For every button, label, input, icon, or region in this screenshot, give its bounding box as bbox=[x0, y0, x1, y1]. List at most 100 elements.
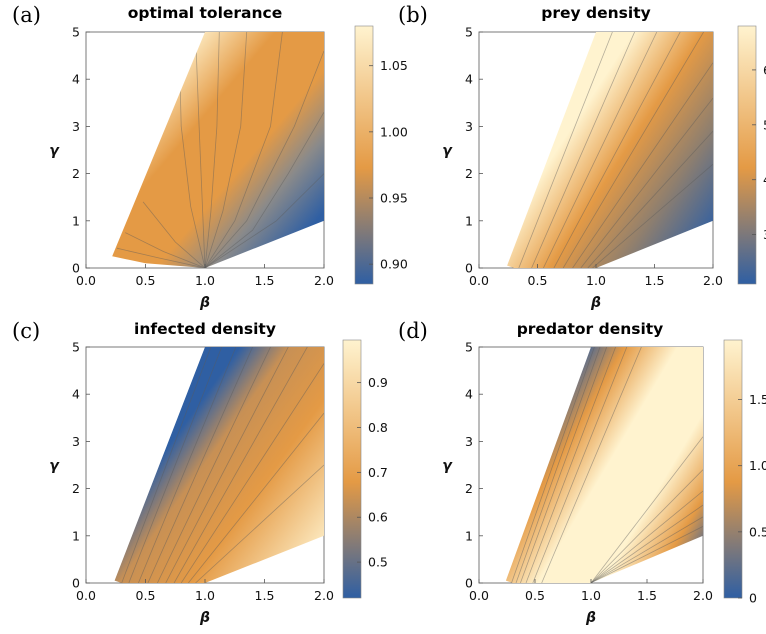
contour-line bbox=[590, 516, 703, 583]
x-tick-label: 1.5 bbox=[637, 588, 657, 603]
contour-line bbox=[511, 347, 595, 583]
x-tick-label: 1.0 bbox=[586, 273, 606, 288]
colorbar-scale bbox=[723, 339, 743, 599]
axes: 0.0 0.5 1.0 1.5 2.0 0 1 2 3 4 5 β γ bbox=[442, 25, 723, 312]
panel-d: (d) predator density 0.0 0.5 1.0 1.5 2.0 0 1 2 3 4 5… bbox=[398, 319, 766, 626]
contour-line bbox=[590, 490, 703, 583]
panel-b: (b)prey density0.00.51.01.52.0012345βγ34… bbox=[398, 3, 766, 311]
y-axis-label: γ bbox=[49, 458, 60, 474]
colorbar-tick-label: 1.5 bbox=[749, 392, 766, 407]
x-axis-label: β bbox=[199, 295, 210, 311]
colorbar: 0.90 0.95 1.00 1.05 bbox=[354, 25, 408, 285]
y-tick-label: 1 bbox=[465, 528, 473, 543]
y-tick-label: 1 bbox=[72, 528, 80, 543]
y-axis-label: γ bbox=[49, 143, 60, 159]
x-axis-label: β bbox=[585, 610, 596, 626]
axes: 0.0 0.5 1.0 1.5 2.0 0 1 2 3 4 5 β γ bbox=[49, 340, 334, 627]
contour-line bbox=[204, 111, 324, 268]
density-region bbox=[505, 347, 703, 583]
panel-c: (c) infected density 0.0 0.5 1.0 1.5 2.0 0 1 2 3 4 5… bbox=[12, 319, 388, 626]
colorbar: 3 4 5 6 bbox=[737, 25, 766, 285]
y-tick-label: 5 bbox=[72, 340, 80, 355]
x-tick-label: 1.5 bbox=[255, 588, 275, 603]
y-tick-label: 3 bbox=[465, 434, 473, 449]
contour-line bbox=[204, 32, 283, 268]
x-axis-label: β bbox=[590, 295, 601, 311]
contour-lines bbox=[121, 347, 324, 583]
contour-line bbox=[553, 32, 681, 268]
contour-line bbox=[562, 32, 704, 268]
contour-line bbox=[116, 247, 206, 268]
y-axis-label: γ bbox=[442, 143, 453, 159]
colorbar-tick-label: 0.9 bbox=[368, 375, 388, 390]
colorbar-tick-label: 0.95 bbox=[380, 191, 408, 206]
contour-lines bbox=[511, 347, 703, 583]
contour-line bbox=[121, 347, 212, 583]
y-tick-label: 4 bbox=[72, 72, 80, 87]
panel-label: (c) bbox=[12, 319, 40, 343]
panel-label: (a) bbox=[12, 3, 41, 27]
contour-line bbox=[531, 32, 635, 268]
x-tick-label: 0.5 bbox=[525, 588, 545, 603]
contour-line bbox=[195, 32, 206, 268]
density-region bbox=[112, 32, 324, 268]
x-tick-label: 2.0 bbox=[693, 588, 713, 603]
x-tick-label: 0.0 bbox=[469, 588, 489, 603]
contour-line bbox=[195, 464, 324, 583]
chart-title: predator density bbox=[517, 320, 664, 338]
contour-line bbox=[173, 347, 308, 583]
y-tick-label: 4 bbox=[72, 387, 80, 402]
colorbar-tick-label: 4 bbox=[763, 172, 766, 187]
x-tick-label: 1.5 bbox=[645, 273, 665, 288]
density-region bbox=[114, 347, 324, 583]
y-tick-label: 4 bbox=[465, 387, 473, 402]
y-tick-label: 1 bbox=[465, 213, 473, 228]
chart-title: infected density bbox=[134, 320, 276, 338]
contour-line bbox=[128, 347, 223, 583]
y-tick-label: 2 bbox=[72, 166, 80, 181]
x-tick-label: 2.0 bbox=[314, 273, 334, 288]
contour-line bbox=[590, 469, 703, 583]
colorbar-tick-label: 1.0 bbox=[749, 458, 766, 473]
contour-line bbox=[204, 173, 324, 268]
contour-line bbox=[520, 347, 608, 583]
y-tick-label: 0 bbox=[465, 261, 473, 276]
x-tick-label: 0.5 bbox=[136, 588, 156, 603]
contour-line bbox=[147, 347, 253, 583]
contour-line bbox=[138, 347, 237, 583]
chart-title: optimal tolerance bbox=[128, 4, 283, 22]
colorbar-scale bbox=[342, 339, 362, 599]
y-tick-label: 2 bbox=[465, 481, 473, 496]
contour-line bbox=[541, 347, 642, 583]
y-tick-label: 4 bbox=[465, 72, 473, 87]
x-tick-label: 1.0 bbox=[581, 588, 601, 603]
contour-line bbox=[187, 412, 324, 583]
contour-line bbox=[515, 347, 601, 583]
y-tick-label: 5 bbox=[465, 340, 473, 355]
x-tick-label: 0.0 bbox=[76, 273, 96, 288]
x-tick-label: 1.5 bbox=[255, 273, 275, 288]
contour-line bbox=[590, 526, 703, 583]
colorbar-tick-label: 3 bbox=[763, 227, 766, 242]
contour-line bbox=[572, 62, 713, 268]
colorbar: 0 0.5 1.0 1.5 bbox=[723, 339, 766, 606]
axes: 0.0 0.5 1.0 1.5 2.0 0 1 2 3 4 5 β γ bbox=[442, 340, 713, 627]
x-tick-label: 0.5 bbox=[528, 273, 548, 288]
x-tick-label: 0.5 bbox=[136, 273, 156, 288]
colorbar-tick-label: 0.90 bbox=[380, 257, 408, 272]
colorbar-tick-label: 6 bbox=[763, 62, 766, 77]
contour-line bbox=[165, 347, 289, 583]
chart-title: prey density bbox=[541, 4, 650, 22]
y-tick-label: 1 bbox=[72, 213, 80, 228]
panel-label: (b) bbox=[398, 3, 428, 27]
contour-line bbox=[532, 347, 628, 583]
y-tick-label: 5 bbox=[72, 25, 80, 40]
contour-line bbox=[518, 32, 613, 268]
contour-line bbox=[580, 97, 713, 268]
contour-line bbox=[204, 32, 248, 268]
x-tick-label: 0.0 bbox=[469, 273, 489, 288]
x-tick-label: 1.0 bbox=[195, 273, 215, 288]
y-tick-label: 3 bbox=[72, 119, 80, 134]
contour-line bbox=[590, 436, 703, 583]
